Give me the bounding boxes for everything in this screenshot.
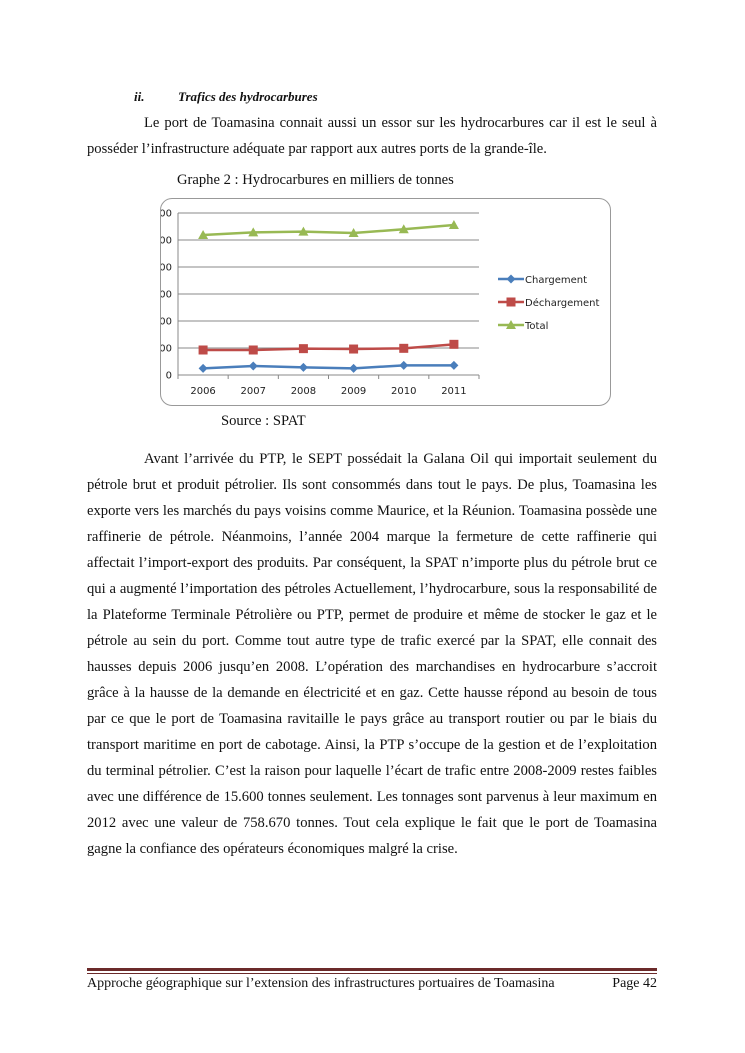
y-tick-label: 2500 — [161, 236, 172, 247]
legend-label-chargement: Chargement — [525, 275, 587, 286]
line-chart: 0 500 1000 1500 2000 2500 3000 2006 2007 2008 2009… — [147, 209, 600, 398]
section-title: Trafics des hydrocarbures — [178, 89, 318, 104]
legend-marker-total — [506, 320, 516, 329]
figure-caption: Graphe 2 : Hydrocarbures en milliers de … — [177, 172, 454, 188]
series-line-dechargement — [203, 343, 455, 352]
data-point-dechargement — [349, 344, 359, 354]
x-tick-label: 2009 — [341, 386, 366, 397]
body-paragraph: Avant l’arrivée du PTP, le SEPT possédai… — [87, 451, 657, 857]
data-point-chargement — [198, 363, 208, 373]
x-tick-label: 2007 — [241, 386, 266, 397]
x-tick-label: 2010 — [391, 386, 416, 397]
data-point-total — [348, 227, 359, 237]
x-tick-label: 2008 — [291, 386, 316, 397]
section-heading: ii. Trafics des hydrocarbures — [134, 89, 318, 105]
data-point-dechargement — [198, 345, 208, 355]
data-point-chargement — [349, 363, 359, 373]
data-point-dechargement — [298, 344, 308, 354]
data-point-total — [398, 224, 409, 234]
intro-paragraph: Le port de Toamasina connait aussi un es… — [87, 115, 657, 157]
data-point-total — [248, 227, 259, 237]
series-line-chargement — [203, 364, 454, 370]
data-point-dechargement — [248, 345, 258, 355]
page-number: Page 42 — [612, 976, 657, 991]
data-point-dechargement — [399, 343, 409, 353]
data-point-total — [198, 229, 209, 239]
legend-marker-dechargement — [506, 297, 516, 307]
y-tick-label: 500 — [161, 344, 172, 355]
series-line-total — [203, 223, 455, 237]
figure-source: Source : SPAT — [221, 413, 306, 429]
y-tick-label: 1500 — [161, 290, 172, 301]
page-footer: Approche géographique sur l’extension de… — [87, 976, 657, 992]
legend-marker-chargement — [506, 274, 516, 284]
data-point-total — [298, 226, 309, 236]
x-tick-label: 2011 — [441, 386, 466, 397]
data-point-chargement — [298, 362, 308, 372]
legend-label-dechargement: Déchargement — [525, 297, 599, 309]
footer-rule-thin — [87, 973, 657, 974]
footer-rule — [87, 968, 657, 971]
y-tick-label: 2000 — [161, 263, 172, 274]
x-tick-label: 2006 — [190, 386, 215, 397]
y-tick-label: 1000 — [161, 317, 172, 328]
data-point-total — [448, 219, 459, 229]
y-tick-label: 0 — [166, 371, 172, 382]
legend-label-total: Total — [524, 321, 548, 332]
footer-title: Approche géographique sur l’extension de… — [87, 976, 555, 991]
data-point-chargement — [399, 360, 409, 370]
data-point-chargement — [449, 360, 459, 370]
y-tick-label: 3000 — [161, 209, 172, 220]
data-point-dechargement — [449, 339, 459, 349]
section-number: ii. — [134, 89, 145, 104]
data-point-chargement — [248, 361, 258, 371]
chart-frame: 0 500 1000 1500 2000 2500 3000 2006 2007 2008 2009… — [147, 198, 611, 406]
